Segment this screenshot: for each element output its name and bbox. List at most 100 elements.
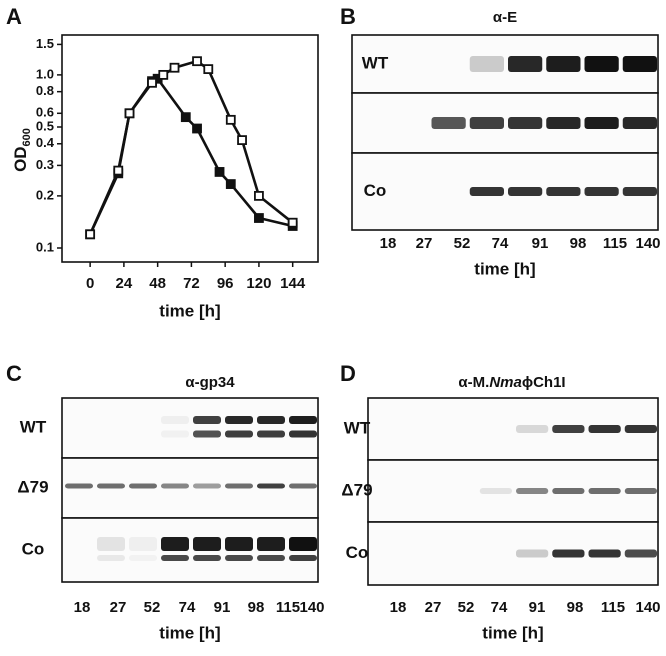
lane-label: 74 [491,599,508,616]
panel-label: A [6,4,22,29]
data-point [113,165,124,176]
blot-title-part: Nma [489,374,522,391]
band [289,555,317,561]
data-point [180,112,191,123]
band [289,430,317,438]
row-label: Co [346,543,369,562]
band [289,537,317,551]
band [588,488,621,494]
lane-label: 18 [74,599,91,616]
data-point [225,114,236,125]
y-tick-label: 0.2 [36,187,54,202]
band [469,117,504,129]
y-axis-label: OD600 [11,128,32,172]
lane-label: 74 [179,599,196,616]
band [622,56,657,72]
data-point [237,135,247,146]
band [257,555,285,561]
lane-label: 27 [425,599,442,616]
band [584,117,619,129]
band [508,117,543,129]
lane-label: 115 [276,599,300,616]
y-tick-label: 0.4 [36,135,55,150]
lane-label: 98 [248,599,265,616]
band [129,555,157,561]
plot-frame [61,34,319,263]
x-axis-label: time [h] [159,301,220,320]
data-point [254,190,264,201]
band [516,488,549,494]
blot-title: α-gp34 [185,374,235,391]
lane-label: 27 [110,599,127,616]
series-line [88,59,294,235]
x-axis-label: time [h] [474,259,535,278]
data-point [225,179,236,189]
panel-label: C [6,361,22,386]
band [624,488,657,494]
data-point [287,217,298,228]
y-tick-label: 0.3 [36,157,54,172]
x-axis-label: time [h] [159,623,220,642]
y-tick-label: 0.5 [36,118,54,133]
y-tick-label: 0.8 [36,83,54,98]
band [257,537,285,551]
band [622,187,657,196]
band [289,483,317,489]
data-point [254,213,264,223]
x-tick-label: 48 [149,275,166,292]
lane-label: 115 [601,599,625,616]
y-axis-label-main: OD [11,146,30,172]
band [257,416,285,424]
lane-label: 27 [416,235,433,252]
lane-label: 91 [529,599,546,616]
lane-label: 91 [214,599,231,616]
band [546,56,581,72]
band [552,425,585,433]
y-tick-label: 1.5 [36,36,54,51]
band [588,425,621,433]
band [193,416,221,424]
band [193,430,221,438]
blot-title-part: α-M. [458,374,489,391]
band [508,187,543,196]
x-axis-label: time [h] [482,623,543,642]
y-tick-label: 0.6 [36,105,54,120]
row-label: Co [22,539,45,558]
band [161,555,189,561]
band [193,555,221,561]
band [469,187,504,196]
band [552,549,585,558]
y-tick-label: 1.0 [36,66,54,81]
data-point [169,62,180,73]
band [161,537,189,551]
lane-label: 98 [570,235,587,252]
data-point [214,167,225,177]
band [622,117,657,129]
lane-label: 115 [603,235,627,252]
y-axis-label-sub: 600 [21,128,33,146]
band [225,537,253,551]
band [624,425,657,433]
band [479,488,512,494]
band [193,537,221,551]
data-point [203,64,214,75]
x-tick-label: 144 [280,275,306,292]
lane-label: 91 [532,235,549,252]
band [97,537,125,551]
x-tick-label: 0 [86,275,94,292]
data-point [124,108,135,119]
band [469,56,504,72]
band [624,549,657,558]
data-point [158,69,169,80]
band [516,549,549,558]
blot-strip [61,397,319,459]
panel-label: B [340,4,356,29]
band [584,187,619,196]
row-label: WT [344,418,371,437]
y-tick-label: 0.1 [36,239,54,254]
band [225,555,253,561]
x-tick-label: 120 [246,275,271,292]
band [431,117,466,129]
blot-title-part: ϕCh1I [522,374,566,391]
